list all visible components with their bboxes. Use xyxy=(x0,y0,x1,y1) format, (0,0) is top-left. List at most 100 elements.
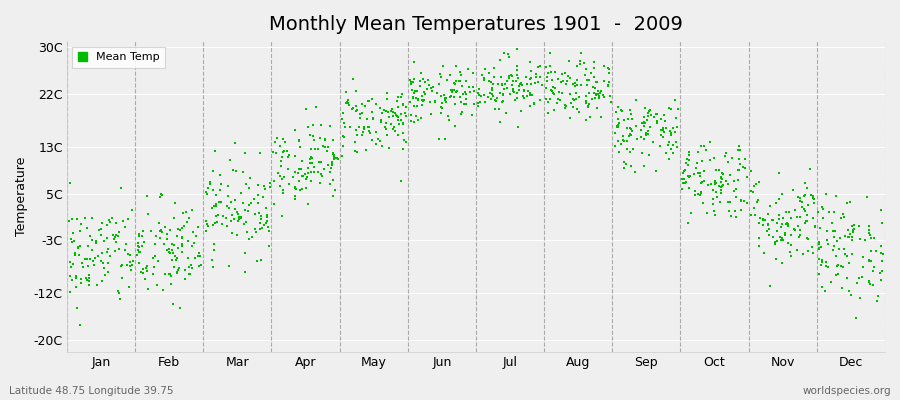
Point xyxy=(211,211,225,218)
Point xyxy=(747,183,761,189)
Point xyxy=(244,200,258,206)
Point xyxy=(516,92,530,99)
Point xyxy=(89,240,104,246)
Point xyxy=(795,204,809,210)
Point xyxy=(287,153,302,159)
Point xyxy=(391,117,405,123)
Point xyxy=(778,209,793,215)
Point xyxy=(202,179,217,186)
Point xyxy=(797,193,812,199)
Point xyxy=(66,260,80,267)
Point xyxy=(867,235,881,241)
Point xyxy=(641,113,655,120)
Point xyxy=(269,150,284,156)
Point xyxy=(505,82,519,88)
Point xyxy=(366,116,381,122)
Point xyxy=(434,104,448,110)
Point xyxy=(786,187,800,193)
Point xyxy=(496,98,510,104)
Point xyxy=(675,180,689,186)
Point xyxy=(71,245,86,252)
Point xyxy=(636,120,651,126)
Point xyxy=(758,216,772,223)
Point xyxy=(223,157,238,164)
Point xyxy=(273,183,287,190)
Point xyxy=(353,115,367,121)
Point xyxy=(664,130,679,136)
Point xyxy=(733,156,747,162)
Point xyxy=(770,200,784,207)
Point xyxy=(165,257,179,264)
Point xyxy=(541,110,555,116)
Point xyxy=(183,270,197,277)
Point xyxy=(341,100,356,106)
Point xyxy=(379,120,393,126)
Point xyxy=(155,228,169,235)
Point xyxy=(798,180,813,186)
Point xyxy=(448,63,463,69)
Point xyxy=(111,288,125,294)
Point xyxy=(792,234,806,240)
Point xyxy=(412,78,427,85)
Point xyxy=(714,190,728,196)
Point xyxy=(504,72,518,78)
Point xyxy=(156,287,170,294)
Point xyxy=(812,256,826,262)
Point xyxy=(491,95,505,101)
Point xyxy=(845,223,859,229)
Point xyxy=(668,129,682,135)
Point xyxy=(166,300,180,307)
Point xyxy=(112,246,126,252)
Point xyxy=(164,281,178,288)
Y-axis label: Temperature: Temperature xyxy=(15,157,28,236)
Point xyxy=(616,117,631,124)
Point xyxy=(448,77,463,84)
Point xyxy=(81,275,95,282)
Point xyxy=(793,214,807,221)
Point xyxy=(65,216,79,222)
Point xyxy=(806,194,820,201)
Point xyxy=(689,164,704,171)
Point xyxy=(377,107,392,113)
Point xyxy=(580,82,594,88)
Point xyxy=(623,149,637,156)
Point xyxy=(172,305,186,312)
Point xyxy=(263,184,277,190)
Point xyxy=(330,154,345,161)
Point xyxy=(587,74,601,80)
Point xyxy=(681,185,696,191)
Point xyxy=(395,102,410,108)
Point xyxy=(772,196,787,203)
Point xyxy=(442,117,456,123)
Point xyxy=(115,261,130,268)
Point xyxy=(547,91,562,97)
Point xyxy=(683,173,698,179)
Point xyxy=(368,141,382,147)
Point xyxy=(636,163,651,169)
Point xyxy=(562,58,576,64)
Point xyxy=(574,50,589,56)
Point xyxy=(662,156,677,162)
Point xyxy=(410,96,425,103)
Point xyxy=(454,99,469,106)
Point xyxy=(776,215,790,222)
Point xyxy=(270,134,284,141)
Point xyxy=(325,159,339,165)
Point xyxy=(221,183,236,189)
Point xyxy=(304,160,319,166)
Point xyxy=(157,240,171,247)
Point xyxy=(76,264,90,270)
Point xyxy=(835,211,850,218)
Point xyxy=(253,220,267,226)
Point xyxy=(744,212,759,218)
Point xyxy=(130,242,145,249)
Point xyxy=(323,181,338,188)
Point xyxy=(166,264,181,270)
Point xyxy=(173,226,187,233)
Point xyxy=(154,227,168,234)
Point xyxy=(679,178,693,185)
Point xyxy=(339,99,354,105)
Point xyxy=(206,246,220,253)
Point xyxy=(780,220,795,226)
Point xyxy=(855,254,869,261)
